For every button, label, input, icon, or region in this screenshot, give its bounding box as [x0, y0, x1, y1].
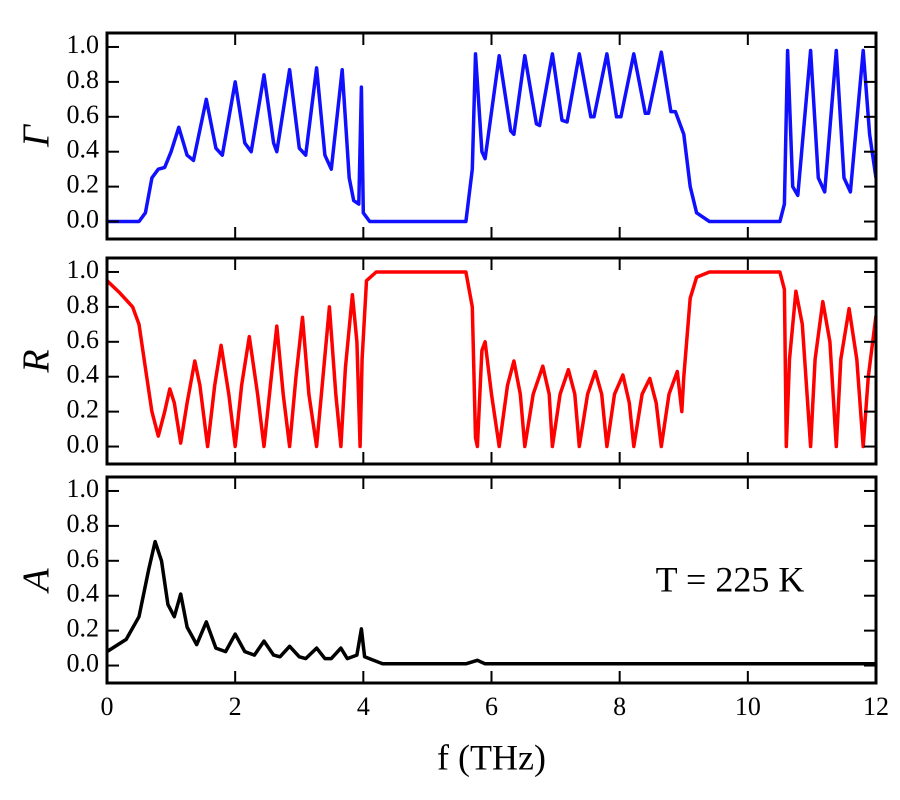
y-tick-label: 0.4: [67, 360, 100, 389]
y-tick-label: 0.6: [67, 325, 100, 354]
x-tick-label: 2: [229, 692, 242, 721]
y-tick-label: 0.6: [67, 100, 100, 129]
y-tick-label: 0.2: [67, 170, 100, 199]
y-tick-label: 1.0: [67, 255, 100, 284]
y-axis-label: R: [16, 349, 58, 373]
y-tick-label: 1.0: [67, 474, 100, 503]
data-line: [107, 270, 876, 449]
data-line: [107, 48, 876, 224]
x-tick-label: 12: [863, 692, 889, 721]
x-axis-label: f (THz): [437, 737, 546, 777]
x-tick-label: 6: [485, 692, 498, 721]
y-tick-label: 0.0: [67, 205, 100, 234]
y-tick-label: 0.2: [67, 395, 100, 424]
y-tick-label: 0.4: [67, 579, 100, 608]
y-tick-label: 0.8: [67, 290, 100, 319]
annotation: T = 225 K: [656, 559, 805, 599]
y-tick-label: 0.0: [67, 649, 100, 678]
y-tick-label: 0.8: [67, 509, 100, 538]
x-tick-label: 0: [101, 692, 114, 721]
y-tick-label: 0.8: [67, 65, 100, 94]
y-axis-label: Γ: [16, 124, 58, 148]
data-line: [107, 539, 876, 666]
x-tick-label: 4: [357, 692, 370, 721]
y-tick-label: 0.2: [67, 614, 100, 643]
y-tick-label: 0.6: [67, 544, 100, 573]
y-tick-label: 0.0: [67, 430, 100, 459]
y-tick-label: 0.4: [67, 135, 100, 164]
plot-frame: [105, 31, 878, 241]
x-tick-label: 8: [613, 692, 626, 721]
x-tick-label: 10: [735, 692, 761, 721]
y-tick-label: 1.0: [67, 30, 100, 59]
y-axis-label: A: [16, 568, 58, 595]
